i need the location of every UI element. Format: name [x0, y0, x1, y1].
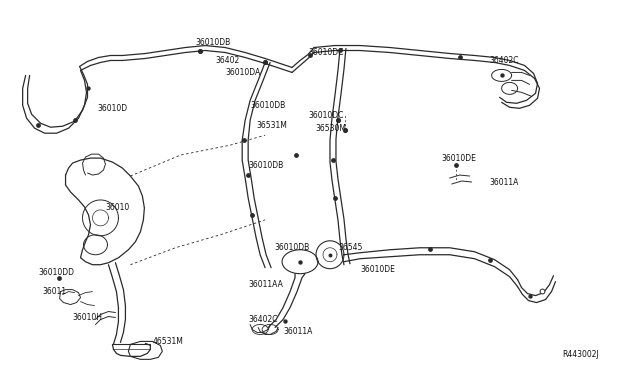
Point [325, 252, 335, 258]
Text: 36010DA: 36010DA [225, 68, 260, 77]
Text: 36010DD: 36010DD [38, 268, 75, 277]
Point [497, 73, 507, 78]
Point [291, 152, 301, 158]
Point [340, 127, 350, 133]
Point [484, 257, 495, 263]
Text: 36010DB: 36010DB [195, 38, 230, 47]
Point [54, 275, 64, 280]
Point [280, 318, 290, 324]
Text: 36010: 36010 [106, 203, 130, 212]
Text: 36010DB: 36010DB [248, 161, 284, 170]
Point [333, 117, 343, 123]
Text: 36402C: 36402C [248, 315, 278, 324]
Text: 36402: 36402 [215, 56, 239, 65]
Point [524, 293, 534, 299]
Point [295, 259, 305, 265]
Text: 36010DC: 36010DC [308, 48, 344, 57]
Text: 36010DB: 36010DB [274, 243, 309, 252]
Text: 36010DC: 36010DC [308, 111, 344, 120]
Point [330, 195, 340, 201]
Text: 36010D: 36010D [97, 104, 127, 113]
Text: 36402C: 36402C [490, 56, 519, 65]
Text: 36011: 36011 [43, 287, 67, 296]
Point [195, 48, 205, 54]
Text: 36545: 36545 [338, 243, 362, 252]
Text: 36010DE: 36010DE [442, 154, 477, 163]
Text: 36010H: 36010H [72, 313, 102, 322]
Point [195, 48, 205, 54]
Point [305, 52, 315, 58]
Point [536, 288, 547, 294]
Text: 36530M: 36530M [315, 124, 346, 133]
Point [239, 137, 250, 143]
Point [260, 60, 270, 65]
Point [328, 157, 338, 163]
Text: 36011A: 36011A [490, 177, 519, 186]
Text: 36011A: 36011A [283, 327, 312, 336]
Point [260, 60, 270, 65]
Point [83, 86, 93, 92]
Point [33, 122, 43, 128]
Point [243, 172, 253, 178]
Point [335, 46, 345, 52]
Text: R443002J: R443002J [563, 350, 600, 359]
Text: 36011AA: 36011AA [248, 280, 283, 289]
Point [451, 162, 461, 168]
Text: 46531M: 46531M [152, 337, 183, 346]
Point [247, 212, 257, 218]
Point [69, 117, 79, 123]
Point [425, 246, 435, 252]
Point [333, 117, 343, 123]
Text: 36531M: 36531M [256, 121, 287, 130]
Text: 36010DB: 36010DB [250, 101, 285, 110]
Point [454, 55, 465, 61]
Text: 36010DE: 36010DE [360, 265, 395, 274]
